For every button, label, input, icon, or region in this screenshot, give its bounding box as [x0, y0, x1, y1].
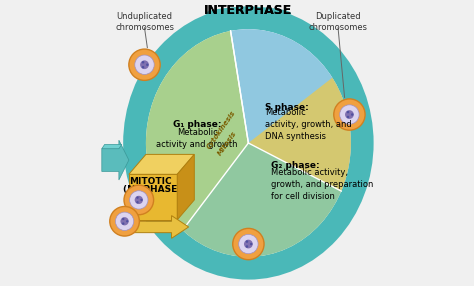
Circle shape [110, 206, 139, 236]
Circle shape [140, 60, 149, 69]
Text: Metabolic
activity, growth, and
DNA synthesis: Metabolic activity, growth, and DNA synt… [265, 108, 352, 141]
Circle shape [135, 196, 143, 204]
Text: (M) PHASE: (M) PHASE [123, 185, 177, 194]
Text: G₂ phase:: G₂ phase: [271, 161, 320, 170]
Text: INTERPHASE: INTERPHASE [204, 4, 292, 17]
Text: Duplicated
chromosomes: Duplicated chromosomes [309, 12, 367, 32]
Circle shape [122, 223, 125, 225]
Circle shape [246, 240, 248, 243]
Polygon shape [177, 154, 194, 220]
Circle shape [129, 49, 160, 80]
Polygon shape [230, 29, 351, 191]
Circle shape [334, 99, 365, 130]
Circle shape [233, 229, 264, 260]
Polygon shape [248, 78, 351, 191]
Circle shape [129, 191, 148, 209]
Text: Unduplicated
chromosomes: Unduplicated chromosomes [115, 12, 174, 32]
Polygon shape [129, 154, 194, 174]
Circle shape [146, 63, 148, 66]
Circle shape [122, 218, 125, 220]
Ellipse shape [146, 29, 351, 257]
Circle shape [239, 234, 258, 254]
Circle shape [115, 212, 134, 231]
Text: Cytokinesis: Cytokinesis [206, 110, 237, 150]
Polygon shape [102, 144, 122, 149]
Circle shape [340, 105, 359, 124]
Polygon shape [146, 31, 248, 230]
Circle shape [142, 66, 145, 68]
Circle shape [142, 61, 145, 63]
Text: Mitosis: Mitosis [217, 130, 237, 156]
Polygon shape [132, 216, 189, 238]
Ellipse shape [123, 6, 374, 280]
Circle shape [347, 116, 349, 118]
Circle shape [137, 201, 139, 203]
Text: INTERPHASE: INTERPHASE [204, 4, 292, 17]
Circle shape [120, 217, 129, 225]
Text: G₁ phase:: G₁ phase: [173, 120, 221, 129]
Polygon shape [102, 140, 129, 180]
Text: Metabolic
activity and growth: Metabolic activity and growth [156, 128, 238, 149]
Circle shape [250, 243, 253, 245]
Circle shape [137, 196, 139, 199]
Polygon shape [129, 174, 177, 220]
Circle shape [126, 220, 128, 223]
Circle shape [345, 110, 354, 119]
Polygon shape [182, 143, 341, 257]
Text: Metabolic activity,
growth, and preparation
for cell division: Metabolic activity, growth, and preparat… [271, 168, 374, 200]
Circle shape [135, 55, 154, 74]
Text: MITOTIC: MITOTIC [129, 177, 172, 186]
Circle shape [351, 113, 354, 116]
Text: S phase:: S phase: [265, 103, 309, 112]
Circle shape [246, 245, 248, 248]
Ellipse shape [206, 7, 291, 20]
Circle shape [244, 240, 253, 249]
Circle shape [347, 111, 349, 113]
Circle shape [140, 199, 143, 201]
Circle shape [124, 185, 154, 215]
